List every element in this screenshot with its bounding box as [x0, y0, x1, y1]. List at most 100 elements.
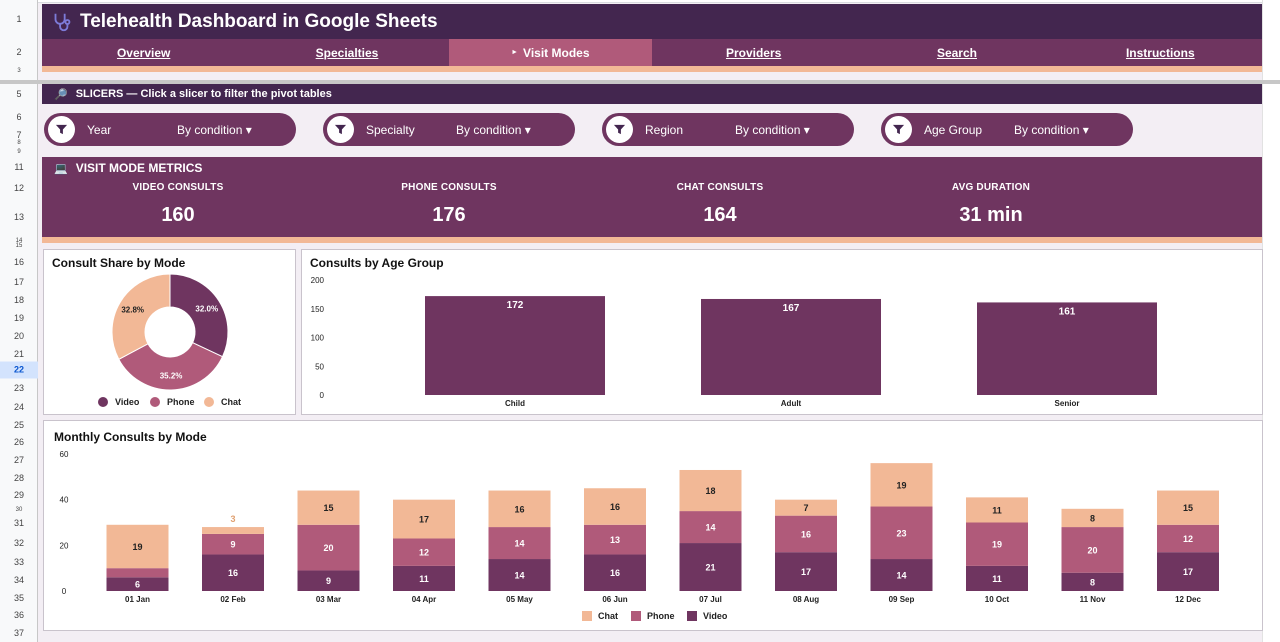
row-header-21[interactable]: 21 [13, 349, 24, 359]
row-header-30[interactable]: 30 [15, 507, 23, 513]
row-header-26[interactable]: 26 [13, 437, 24, 447]
row-header-6[interactable]: 6 [16, 112, 22, 122]
bar-segment-video[interactable] [679, 543, 742, 591]
row-header-2[interactable]: 2 [16, 47, 22, 57]
row-header-25[interactable]: 25 [13, 420, 24, 430]
tab-instructions[interactable]: Instructions [1125, 45, 1195, 60]
bar-segment-video[interactable] [393, 565, 455, 591]
bar-segment-phone[interactable] [775, 515, 837, 553]
row-header-22[interactable]: 22 [0, 361, 38, 379]
bar-segment-phone[interactable] [679, 511, 742, 544]
bar-segment-chat[interactable] [584, 488, 646, 525]
row-header-37[interactable]: 37 [13, 628, 24, 638]
bar-segment-phone[interactable] [870, 506, 933, 560]
row-header-20[interactable]: 20 [13, 331, 24, 341]
slicer-age-group[interactable]: Age Group By condition ▾ [881, 113, 1133, 146]
row-header-16[interactable]: 16 [13, 257, 24, 267]
row-header-34[interactable]: 34 [13, 575, 24, 585]
bar-segment-phone[interactable] [584, 524, 646, 555]
bar-segment-phone[interactable] [393, 538, 455, 566]
row-header-31[interactable]: 31 [13, 518, 24, 528]
age-group-card[interactable]: Consults by Age Group 0 50 100 150 200 172 Chi… [301, 249, 1263, 415]
row-header-13[interactable]: 13 [13, 212, 24, 222]
bar-segment-video[interactable] [584, 554, 646, 591]
bar-segment-video[interactable] [1157, 552, 1219, 591]
row-header-9[interactable]: 9 [17, 149, 21, 155]
row-header-24[interactable]: 24 [13, 402, 24, 412]
bar-segment-chat[interactable] [870, 463, 933, 507]
donut-slice-video[interactable] [169, 273, 229, 358]
row-header-5[interactable]: 5 [16, 89, 22, 99]
bar-segment-phone[interactable] [1061, 527, 1124, 573]
row-header-17[interactable]: 17 [13, 277, 24, 287]
bar-segment-chat[interactable] [775, 499, 837, 516]
bar-segment-phone[interactable] [966, 522, 1028, 566]
bar-segment-video[interactable] [966, 565, 1028, 591]
row-header-33[interactable]: 33 [13, 557, 24, 567]
row-header-8[interactable]: 8 [17, 140, 21, 146]
bar-segment-video[interactable] [870, 559, 933, 591]
bar-segment-video[interactable] [297, 570, 360, 591]
age-bar-senior[interactable] [977, 302, 1157, 395]
metric-avg-duration: AVG DURATION 31 min [891, 182, 1091, 227]
slicer-year[interactable]: Year By condition ▾ [44, 113, 296, 146]
bar-segment-chat[interactable] [966, 497, 1028, 523]
filter-icon [48, 116, 75, 143]
dropdown-caret-icon: ▾ [242, 122, 252, 137]
monthly-consults-card[interactable]: Monthly Consults by Mode 0204060641901 J… [43, 420, 1263, 631]
age-bar-child[interactable] [425, 296, 605, 395]
bar-segment-phone[interactable] [1157, 524, 1219, 553]
row-header-35[interactable]: 35 [13, 593, 24, 603]
tab-overview[interactable]: Overview [116, 45, 171, 60]
bar-segment-chat[interactable] [488, 490, 551, 528]
tab-search[interactable]: Search [936, 45, 977, 60]
bar-segment-video[interactable] [202, 554, 264, 591]
bar-segment-chat[interactable] [106, 524, 169, 569]
metric-video-consults: VIDEO CONSULTS 160 [78, 182, 278, 227]
row-header-1[interactable]: 1 [16, 14, 22, 24]
chart-title: Consult Share by Mode [52, 256, 186, 270]
tab-specialties[interactable]: Specialties [315, 45, 379, 60]
bar-segment-chat[interactable] [202, 527, 264, 534]
row-header-36[interactable]: 36 [13, 610, 24, 620]
row-header-23[interactable]: 23 [13, 383, 24, 393]
tab-providers[interactable]: Providers [725, 45, 782, 60]
row-header-14[interactable]: 14 [15, 238, 23, 244]
tab-visit-modes[interactable]: ► Visit Modes [448, 39, 652, 66]
consult-share-card[interactable]: Consult Share by Mode 32.0% 35.2% 32.8% Vid… [43, 249, 296, 415]
bar-segment-chat[interactable] [297, 490, 360, 525]
bar-segment-phone[interactable] [488, 527, 551, 560]
row-header-18[interactable]: 18 [13, 295, 24, 305]
donut-slice-chat[interactable] [111, 273, 171, 360]
age-bar-adult[interactable] [701, 298, 881, 395]
row-header-12[interactable]: 12 [13, 183, 24, 193]
donut-slice-phone[interactable] [118, 341, 224, 391]
grid-top-edge [0, 0, 1280, 3]
row-header-28[interactable]: 28 [13, 473, 24, 483]
row-header-7[interactable]: 7 [16, 130, 22, 140]
bar-segment-phone[interactable] [297, 524, 360, 571]
row-header-29[interactable]: 29 [13, 490, 24, 500]
slicer-region[interactable]: Region By condition ▾ [602, 113, 854, 146]
bar-segment-chat[interactable] [1157, 490, 1219, 525]
bar-segment-video[interactable] [775, 552, 837, 591]
age-group-bar-chart[interactable]: 0 50 100 150 200 172 Child 167 Adult 161 Senior [302, 250, 1262, 414]
bar-segment-video[interactable] [106, 577, 169, 591]
bar-segment-phone[interactable] [202, 533, 264, 555]
row-header-19[interactable]: 19 [13, 313, 24, 323]
bar-segment-chat[interactable] [393, 499, 455, 539]
frozen-rows-divider[interactable] [0, 80, 1280, 84]
row-header-27[interactable]: 27 [13, 455, 24, 465]
row-header-15[interactable]: 15 [15, 243, 23, 249]
slicer-specialty[interactable]: Specialty By condition ▾ [323, 113, 575, 146]
bar-segment-video[interactable] [1061, 572, 1124, 591]
row-header-3[interactable]: 3 [17, 68, 21, 74]
row-header-32[interactable]: 32 [13, 538, 24, 548]
bar-segment-chat[interactable] [679, 469, 742, 512]
bar-segment-video[interactable] [488, 559, 551, 591]
row-header-11[interactable]: 11 [14, 162, 24, 172]
bar-segment-chat[interactable] [1061, 508, 1124, 528]
consult-share-donut-chart[interactable]: 32.0% 35.2% 32.8% Video Phone Chat [44, 250, 295, 414]
bar-segment-phone[interactable] [106, 568, 169, 578]
